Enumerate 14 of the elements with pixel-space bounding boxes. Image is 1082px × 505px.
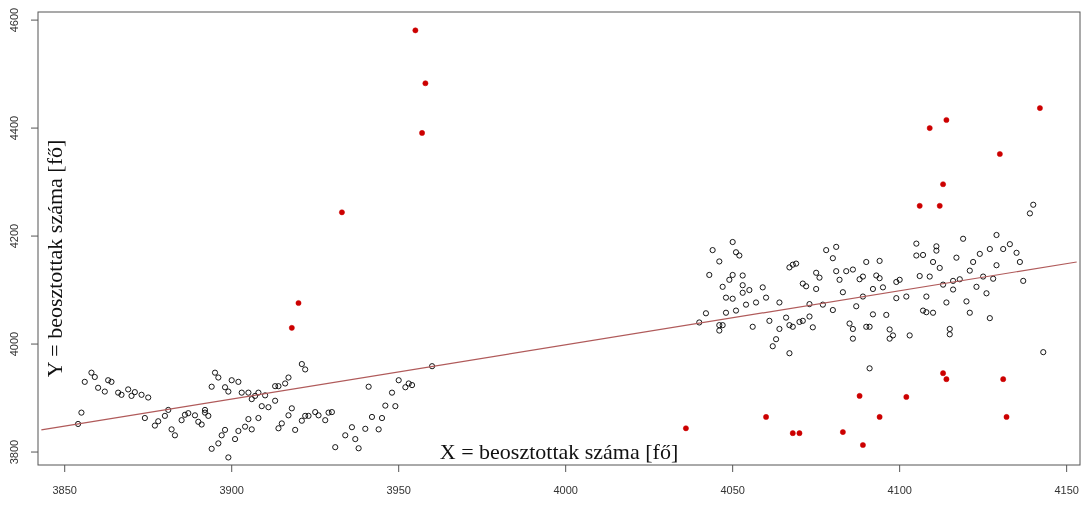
y-tick-label: 4400 — [8, 115, 20, 141]
y-axis-title: Y = beosztottak száma [fő] — [42, 139, 67, 378]
x-axis-title: X = beosztottak száma [fő] — [439, 439, 679, 464]
y-tick-label: 4200 — [8, 223, 20, 249]
x-tick-label: 4150 — [1054, 484, 1079, 496]
x-tick-label: 4050 — [720, 484, 745, 496]
x-tick-label: 3900 — [219, 484, 244, 496]
x-tick-label: 3950 — [386, 484, 411, 496]
y-tick-label: 4000 — [8, 331, 20, 357]
x-tick-label: 4100 — [887, 484, 912, 496]
x-tick-label: 4000 — [553, 484, 578, 496]
y-tick-label: 4600 — [8, 7, 20, 33]
x-tick-label: 3850 — [52, 484, 77, 496]
y-tick-label: 3800 — [8, 439, 20, 465]
